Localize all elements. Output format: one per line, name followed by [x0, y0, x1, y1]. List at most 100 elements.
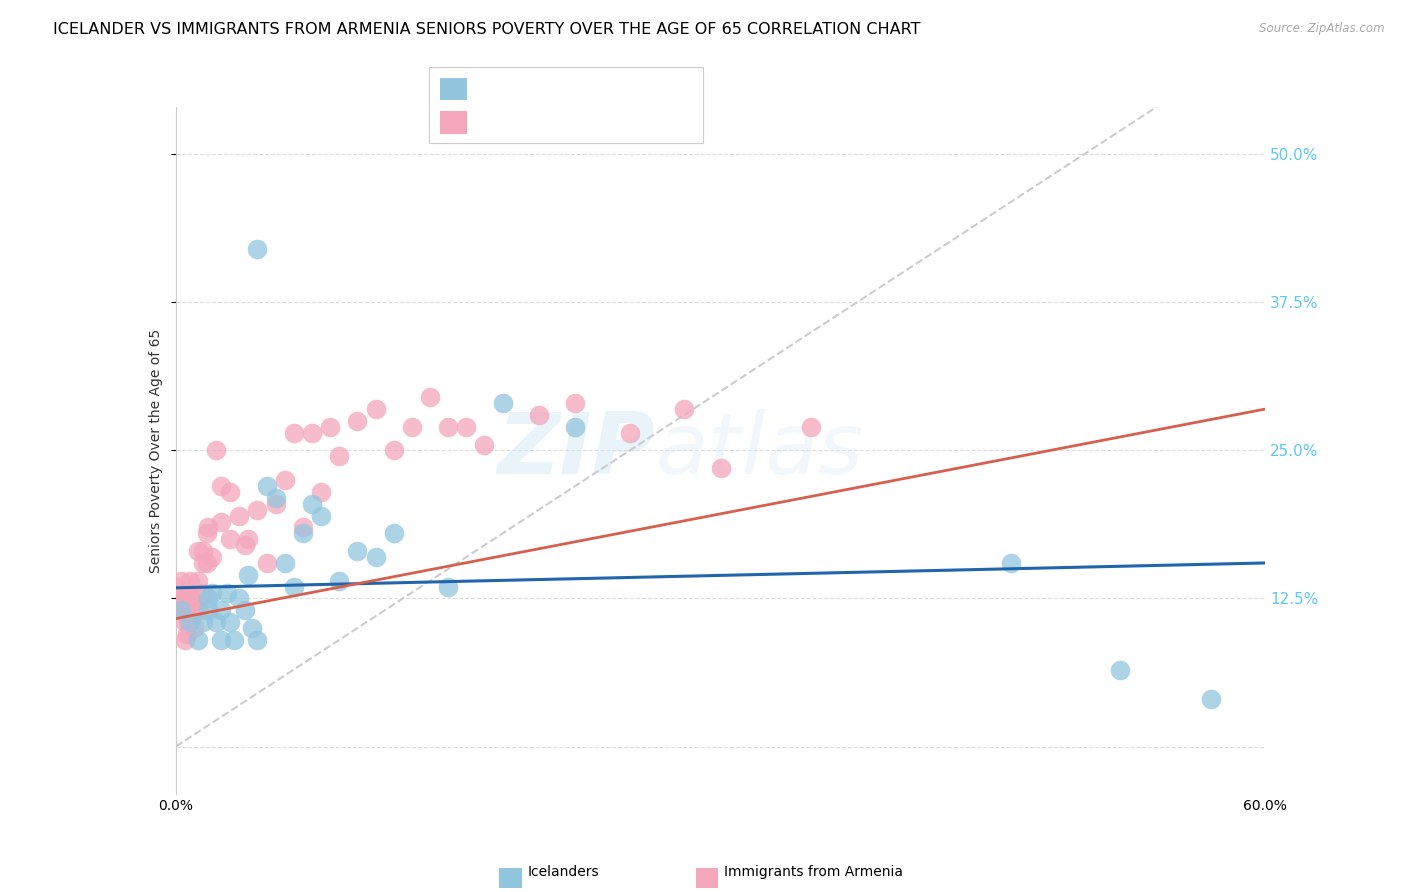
Point: [176, 603, 198, 617]
Point: [170, 574, 193, 588]
Point: [382, 526, 405, 541]
Point: [564, 396, 586, 410]
Point: [169, 603, 191, 617]
Point: [419, 390, 441, 404]
Point: [170, 603, 193, 617]
Text: N =: N =: [579, 115, 613, 129]
Text: Icelanders: Icelanders: [527, 865, 599, 880]
Point: [173, 632, 195, 647]
Point: [1109, 663, 1132, 677]
Point: [176, 627, 198, 641]
Point: [191, 585, 214, 599]
Point: [246, 242, 269, 256]
Point: [291, 520, 314, 534]
Text: ICELANDER VS IMMIGRANTS FROM ARMENIA SENIORS POVERTY OVER THE AGE OF 65 CORRELAT: ICELANDER VS IMMIGRANTS FROM ARMENIA SEN…: [53, 22, 921, 37]
Point: [240, 621, 263, 635]
Point: [283, 580, 305, 594]
Point: [264, 497, 287, 511]
Point: [186, 574, 209, 588]
Point: [800, 419, 823, 434]
Point: [204, 443, 226, 458]
Point: [219, 533, 242, 547]
FancyBboxPatch shape: [429, 67, 703, 143]
Text: 60: 60: [616, 115, 637, 129]
Point: [401, 419, 423, 434]
Text: N =: N =: [579, 81, 613, 96]
Point: [437, 419, 460, 434]
Text: R =: R =: [475, 81, 509, 96]
Point: [291, 526, 314, 541]
Point: [209, 515, 232, 529]
Point: [1199, 692, 1222, 706]
Point: [183, 603, 205, 617]
Point: [256, 556, 278, 570]
Point: [527, 408, 550, 422]
Text: ZIP: ZIP: [498, 409, 655, 492]
Point: [183, 621, 205, 635]
Point: [1000, 556, 1022, 570]
Point: [364, 402, 387, 417]
Point: [186, 632, 209, 647]
Point: [364, 549, 387, 564]
Point: [191, 556, 214, 570]
Point: [301, 425, 323, 440]
Point: [219, 484, 242, 499]
Text: 0.524: 0.524: [509, 115, 557, 129]
Point: [191, 615, 214, 630]
Point: [274, 473, 297, 487]
Point: [186, 544, 209, 558]
Point: [222, 632, 245, 647]
Point: [179, 591, 201, 606]
Point: [181, 609, 204, 624]
Point: [346, 544, 368, 558]
Point: [165, 598, 187, 612]
Bar: [440, 111, 467, 134]
Point: [274, 556, 297, 570]
Point: [215, 585, 238, 599]
Point: [328, 450, 350, 464]
Point: [564, 419, 586, 434]
Text: R =: R =: [475, 115, 509, 129]
Point: [209, 632, 232, 647]
Point: [233, 538, 256, 552]
Point: [173, 615, 195, 630]
Point: [382, 443, 405, 458]
Point: [209, 479, 232, 493]
Point: [177, 585, 200, 599]
Point: [172, 591, 194, 606]
Point: [619, 425, 641, 440]
Point: [228, 508, 250, 523]
Point: [195, 556, 218, 570]
Point: [204, 615, 226, 630]
Point: [437, 580, 460, 594]
Point: [209, 603, 232, 617]
Point: [165, 580, 187, 594]
Text: Source: ZipAtlas.com: Source: ZipAtlas.com: [1260, 22, 1385, 36]
Point: [177, 615, 200, 630]
Point: [492, 396, 515, 410]
Bar: [440, 78, 467, 100]
Point: [170, 598, 193, 612]
Point: [319, 419, 342, 434]
Point: [233, 603, 256, 617]
Point: [283, 425, 305, 440]
Point: [197, 520, 219, 534]
Point: [246, 502, 269, 516]
Point: [191, 544, 214, 558]
Point: [197, 591, 219, 606]
Point: [256, 479, 278, 493]
Point: [309, 508, 332, 523]
Point: [238, 533, 260, 547]
Point: [246, 632, 269, 647]
Point: [456, 419, 478, 434]
Point: [179, 574, 201, 588]
Point: [179, 615, 201, 630]
Point: [228, 591, 250, 606]
Point: [309, 484, 332, 499]
Point: [183, 591, 205, 606]
Text: atlas: atlas: [655, 409, 863, 492]
Point: [673, 402, 696, 417]
Point: [264, 491, 287, 505]
Point: [474, 437, 496, 451]
Point: [301, 497, 323, 511]
